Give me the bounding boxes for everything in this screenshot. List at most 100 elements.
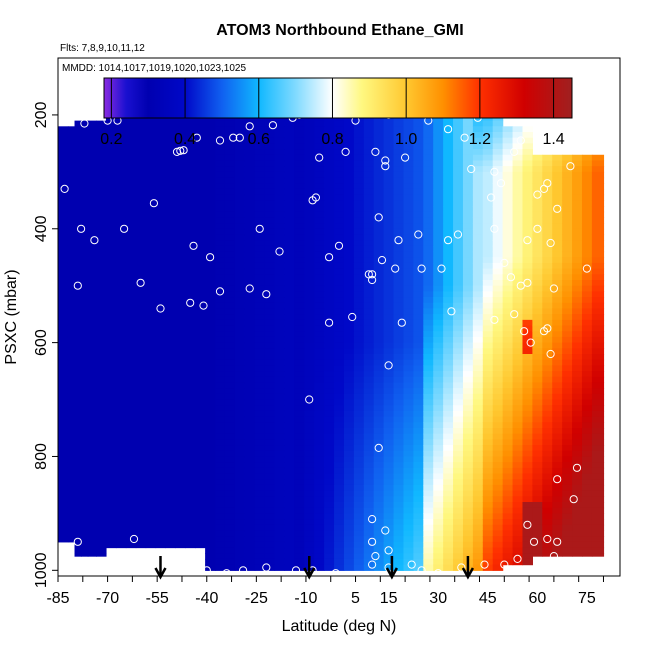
heatmap-cell — [314, 359, 325, 366]
heatmap-cell — [135, 536, 147, 543]
heatmap-cell — [115, 206, 127, 213]
heatmap-cell — [482, 433, 494, 440]
heatmap-cell — [482, 160, 494, 167]
heatmap-cell — [175, 536, 186, 543]
heatmap-cell — [453, 245, 464, 253]
heatmap-cell — [581, 291, 593, 298]
heatmap-cell — [67, 274, 76, 281]
heatmap-cell — [353, 308, 365, 315]
sample-point — [582, 264, 592, 273]
heatmap-cell — [482, 410, 494, 418]
heatmap-cell — [403, 262, 414, 270]
heatmap-cell — [67, 359, 76, 366]
heatmap-cell — [234, 456, 246, 463]
heatmap-cell — [264, 388, 276, 395]
heatmap-cell — [234, 410, 246, 418]
heatmap-cell — [67, 251, 76, 258]
heatmap-cell — [482, 314, 494, 321]
heatmap-cell — [115, 154, 127, 162]
heatmap-cell — [67, 428, 76, 435]
heatmap-cell — [264, 240, 276, 247]
sample-point — [487, 193, 496, 202]
heatmap-cell — [175, 319, 186, 327]
heatmap-cell — [205, 462, 216, 469]
heatmap-cell — [145, 393, 157, 401]
heatmap-cell — [423, 194, 434, 201]
heatmap-cell — [502, 285, 514, 292]
heatmap-cell — [443, 410, 454, 418]
heatmap-cell — [572, 302, 583, 310]
heatmap-cell — [482, 319, 494, 327]
heatmap-cell — [135, 359, 147, 366]
heatmap-cell — [581, 228, 593, 236]
heatmap-cell — [224, 285, 236, 292]
heatmap-cell — [443, 217, 454, 224]
heatmap-cell — [324, 251, 335, 258]
heatmap-cell — [373, 194, 385, 201]
heatmap-cell — [185, 154, 196, 162]
heatmap-cell — [96, 308, 107, 315]
heatmap-cell — [125, 194, 137, 201]
heatmap-cell — [343, 490, 355, 497]
sample-point — [523, 278, 532, 287]
heatmap-cell — [343, 137, 355, 144]
heatmap-cell — [185, 388, 196, 395]
heatmap-cell — [334, 433, 345, 440]
heatmap-cell — [105, 268, 117, 275]
heatmap-cell — [205, 422, 216, 429]
heatmap-cell — [314, 302, 325, 310]
heatmap-cell — [175, 126, 186, 133]
heatmap-cell — [502, 228, 514, 236]
heatmap-cell — [87, 291, 97, 298]
heatmap-cell — [224, 228, 236, 236]
heatmap-cell — [215, 262, 226, 270]
heatmap-cell — [552, 354, 563, 361]
heatmap-cell — [462, 416, 474, 423]
heatmap-cell — [304, 456, 315, 463]
heatmap-cell — [482, 274, 494, 281]
heatmap-cell — [482, 541, 494, 549]
heatmap-cell — [105, 262, 117, 270]
heatmap-cell — [264, 416, 276, 423]
heatmap-cell — [81, 439, 89, 446]
heatmap-cell — [224, 564, 236, 571]
heatmap-cell — [254, 137, 266, 144]
heatmap-cell — [334, 200, 345, 207]
heatmap-cell — [96, 530, 107, 537]
y-tick-label: 200 — [33, 101, 50, 128]
heatmap-cell — [284, 166, 295, 173]
heatmap-cell — [403, 462, 414, 469]
heatmap-cell — [215, 376, 226, 384]
heatmap-cell — [462, 268, 474, 275]
heatmap-cell — [105, 490, 117, 497]
heatmap-cell — [224, 519, 236, 526]
heatmap-cell — [294, 120, 305, 127]
heatmap-cell — [135, 308, 147, 315]
heatmap-cell — [314, 325, 325, 332]
heatmap-cell — [581, 393, 593, 401]
heatmap-cell — [215, 331, 226, 338]
heatmap-cell — [581, 354, 593, 361]
heatmap-cell — [175, 490, 186, 497]
heatmap-cell — [274, 524, 286, 532]
heatmap-cell — [264, 547, 276, 554]
heatmap-cell — [542, 188, 553, 196]
heatmap-cell — [591, 433, 605, 440]
heatmap-cell — [324, 245, 335, 253]
heatmap-cell — [324, 302, 335, 310]
heatmap-cell — [67, 422, 76, 429]
heatmap-cell — [125, 336, 137, 344]
heatmap-cell — [353, 450, 365, 458]
heatmap-cell — [96, 422, 107, 429]
heatmap-cell — [81, 154, 89, 162]
heatmap-cell — [492, 450, 504, 458]
heatmap-cell — [58, 479, 69, 486]
heatmap-cell — [165, 234, 176, 241]
heatmap-cell — [215, 558, 226, 566]
heatmap-cell — [135, 325, 147, 332]
heatmap-cell — [492, 359, 504, 366]
heatmap-cell — [264, 393, 276, 401]
heatmap-cell — [234, 183, 246, 190]
heatmap-cell — [244, 558, 256, 566]
heatmap-cell — [67, 308, 76, 315]
